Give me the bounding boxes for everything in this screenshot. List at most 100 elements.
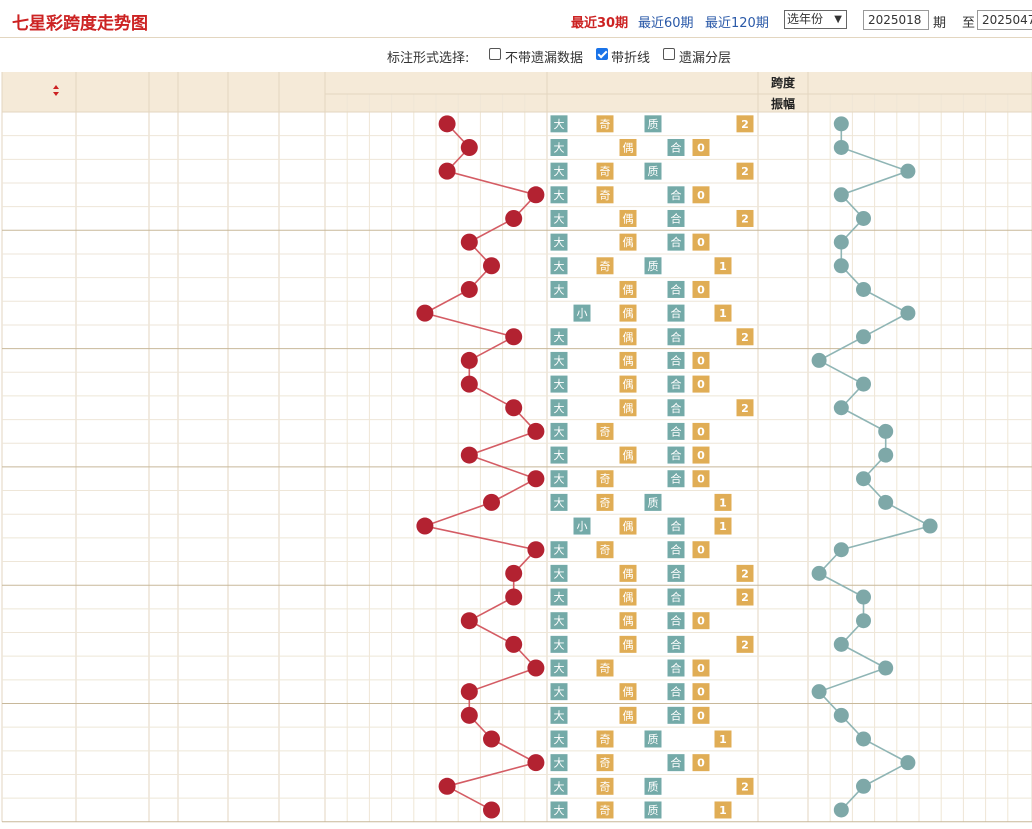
form-box bbox=[550, 659, 568, 677]
form-box-label: 奇 bbox=[600, 260, 611, 273]
form-box-label: 合 bbox=[671, 306, 682, 320]
to-issue-input[interactable]: 2025047 bbox=[977, 10, 1032, 30]
form-box bbox=[692, 612, 710, 630]
span-ball bbox=[505, 328, 523, 346]
form-box bbox=[619, 706, 637, 724]
layer-checkbox[interactable] bbox=[663, 48, 675, 60]
span-ball bbox=[505, 209, 523, 227]
form-box bbox=[714, 304, 732, 322]
form-box bbox=[573, 517, 591, 535]
form-box bbox=[550, 801, 568, 819]
form-box bbox=[596, 754, 614, 772]
amp-ball bbox=[900, 755, 916, 771]
form-box bbox=[644, 493, 662, 511]
form-box bbox=[596, 186, 614, 204]
period-120-link[interactable]: 最近120期 bbox=[705, 16, 769, 31]
span-ball bbox=[460, 351, 478, 369]
form-box bbox=[714, 517, 732, 535]
amp-ball bbox=[878, 423, 894, 439]
form-box bbox=[667, 612, 685, 630]
form-box bbox=[736, 588, 754, 606]
span-ball bbox=[483, 730, 500, 748]
form-box-label: 大 bbox=[554, 448, 565, 462]
form-box-label: 大 bbox=[554, 685, 565, 699]
from-issue-input[interactable]: 2025018 bbox=[863, 10, 929, 30]
span-ball bbox=[460, 706, 478, 724]
form-box bbox=[550, 186, 568, 204]
form-box bbox=[667, 754, 685, 772]
form-box bbox=[550, 257, 568, 275]
form-box-label: 偶 bbox=[623, 615, 634, 628]
options-bar: 标注形式选择: 不带遗漏数据 带折线 遗漏分层 bbox=[0, 44, 1032, 66]
form-box-label: 0 bbox=[697, 544, 705, 557]
form-box-label: 1 bbox=[719, 733, 727, 746]
form-box-label: 大 bbox=[554, 708, 565, 722]
form-box-label: 0 bbox=[697, 236, 705, 249]
form-box-label: 0 bbox=[697, 686, 705, 699]
form-box bbox=[644, 115, 662, 133]
form-box-label: 大 bbox=[554, 353, 565, 367]
form-box bbox=[644, 257, 662, 275]
form-box-label: 偶 bbox=[623, 236, 634, 249]
span-ball bbox=[505, 588, 523, 606]
no-miss-label: 不带遗漏数据 bbox=[505, 51, 584, 66]
form-box-label: 偶 bbox=[623, 520, 634, 533]
form-box-label: 大 bbox=[554, 259, 565, 273]
form-box bbox=[692, 754, 710, 772]
form-box bbox=[596, 115, 614, 133]
form-box bbox=[644, 730, 662, 748]
form-box-label: 奇 bbox=[600, 473, 611, 486]
form-box bbox=[736, 399, 754, 417]
form-box bbox=[550, 564, 568, 582]
form-box bbox=[667, 541, 685, 559]
amp-ball bbox=[811, 565, 827, 581]
form-box bbox=[692, 280, 710, 298]
span-ball bbox=[438, 777, 456, 795]
chevron-down-icon: ▼ bbox=[834, 14, 842, 25]
form-box-label: 0 bbox=[697, 615, 705, 628]
form-box-label: 1 bbox=[719, 804, 727, 817]
form-box-label: 合 bbox=[671, 590, 682, 604]
form-box-label: 0 bbox=[697, 378, 705, 391]
span-ball bbox=[460, 280, 478, 298]
span-ball bbox=[438, 115, 456, 133]
polyline-checkbox[interactable] bbox=[596, 48, 608, 60]
form-box-label: 合 bbox=[671, 424, 682, 438]
form-box bbox=[550, 209, 568, 227]
amp-ball bbox=[833, 400, 849, 416]
span-ball bbox=[527, 754, 545, 772]
form-box-label: 2 bbox=[741, 331, 749, 344]
form-box-label: 偶 bbox=[623, 354, 634, 367]
form-box bbox=[619, 446, 637, 464]
form-box bbox=[550, 399, 568, 417]
period-30-link[interactable]: 最近30期 bbox=[571, 16, 629, 31]
amp-ball bbox=[878, 447, 894, 463]
no-miss-checkbox[interactable] bbox=[489, 48, 501, 60]
amp-ball bbox=[833, 116, 849, 132]
form-box bbox=[619, 233, 637, 251]
form-box bbox=[692, 470, 710, 488]
form-box-label: 合 bbox=[671, 472, 682, 486]
period-60-link[interactable]: 最近60期 bbox=[638, 16, 694, 31]
form-box bbox=[736, 635, 754, 653]
span-ball bbox=[505, 635, 523, 653]
form-box bbox=[667, 635, 685, 653]
year-select[interactable]: 选年份 ▼ bbox=[784, 10, 847, 29]
sort-icon[interactable] bbox=[53, 85, 59, 96]
form-box bbox=[619, 375, 637, 393]
form-box-label: 小 bbox=[577, 520, 588, 533]
span-ball bbox=[483, 801, 500, 819]
span-ball bbox=[460, 375, 478, 393]
form-box bbox=[667, 588, 685, 606]
form-box bbox=[667, 328, 685, 346]
form-box-label: 大 bbox=[554, 779, 565, 793]
form-box bbox=[667, 517, 685, 535]
form-box-label: 大 bbox=[554, 803, 565, 817]
amp-ball bbox=[856, 210, 871, 226]
form-box bbox=[736, 564, 754, 582]
form-box-label: 偶 bbox=[623, 709, 634, 722]
form-box-label: 合 bbox=[671, 211, 682, 225]
top-bar: 七星彩跨度走势图 最近30期 最近60期 最近120期 选年份 ▼ 2025018… bbox=[0, 0, 1032, 38]
form-box-label: 奇 bbox=[600, 165, 611, 178]
form-box-label: 大 bbox=[554, 756, 565, 770]
